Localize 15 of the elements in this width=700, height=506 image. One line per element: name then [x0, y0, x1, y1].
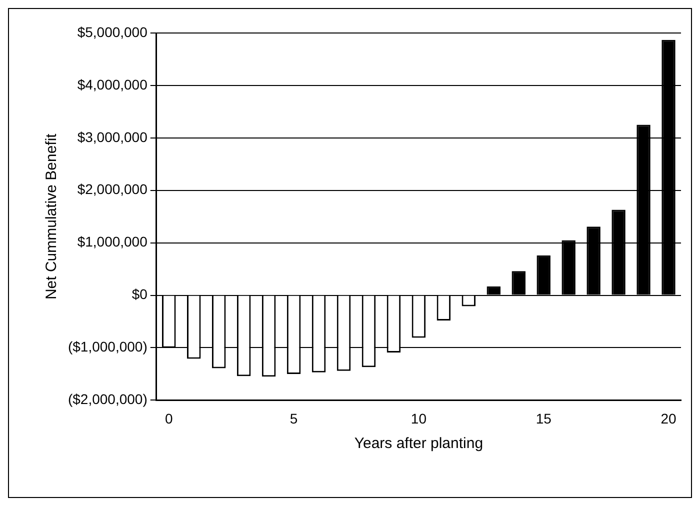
y-tick-label: $1,000,000: [77, 234, 148, 250]
y-tick-label: $0: [132, 286, 148, 302]
x-tick-label: 0: [164, 410, 173, 426]
y-axis-title: Net Cummulative Benefit: [43, 132, 60, 300]
x-tick-label: 15: [536, 410, 552, 426]
y-tick-label: $3,000,000: [77, 128, 148, 145]
y-tick-label: $2,000,000: [77, 181, 148, 198]
y-tick-label: $5,000,000: [77, 24, 148, 40]
y-tick-label: $4,000,000: [77, 76, 148, 92]
y-tick-label: ($2,000,000): [68, 391, 148, 408]
x-axis-title: Years after planting: [354, 435, 484, 452]
y-tick-label: ($1,000,000): [68, 338, 148, 355]
x-tick-label: 20: [660, 410, 677, 426]
x-tick-label: 5: [290, 410, 298, 426]
x-tick-label: 10: [410, 410, 427, 426]
